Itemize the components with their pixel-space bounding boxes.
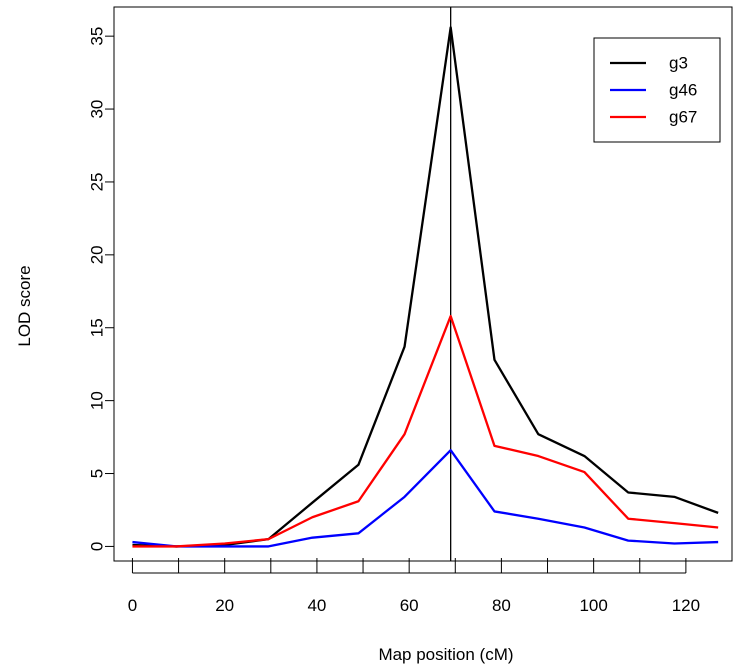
legend-label-g67: g67: [669, 108, 697, 127]
legend-label-g46: g46: [669, 81, 697, 100]
y-tick-label: 5: [88, 469, 107, 478]
legend-label-g3: g3: [669, 54, 688, 73]
x-tick-label: 20: [215, 596, 234, 615]
x-axis-label: Map position (cM): [378, 645, 513, 664]
series-line-g46: [132, 449, 719, 548]
x-tick-label: 100: [579, 596, 607, 615]
y-tick-label: 25: [88, 172, 107, 191]
plot-area: 0 5 10 15 20 25 30 35 0 20 40 60 80 100 120 g3 g46 g67: [88, 6, 733, 615]
series-line-g3: [132, 26, 719, 548]
y-tick-label: 0: [88, 542, 107, 551]
x-tick-label: 60: [400, 596, 419, 615]
y-tick-label: 20: [88, 245, 107, 264]
x-tick-label: 0: [128, 596, 137, 615]
x-tick-label: 40: [307, 596, 326, 615]
y-tick-label: 35: [88, 27, 107, 46]
plot-frame: [113, 6, 733, 562]
legend: g3 g46 g67: [593, 37, 721, 143]
y-tick-label: 10: [88, 391, 107, 410]
x-tick-label: 80: [492, 596, 511, 615]
x-tick-label: 120: [672, 596, 700, 615]
y-tick-label: 15: [88, 318, 107, 337]
series-line-g67: [132, 314, 719, 548]
y-tick-label: 30: [88, 100, 107, 119]
y-axis-label: LOD score: [15, 265, 34, 346]
